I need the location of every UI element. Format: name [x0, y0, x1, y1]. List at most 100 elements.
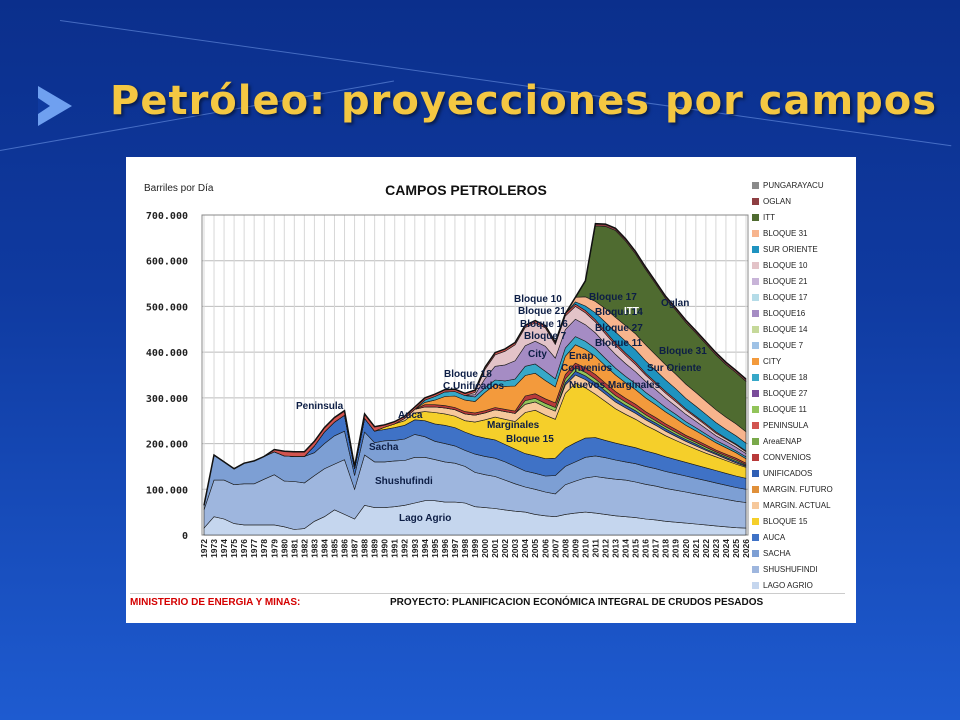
legend-label: CITY: [763, 356, 782, 366]
x-tick-label: 2009: [570, 539, 580, 558]
chart-title: CAMPOS PETROLEROS: [385, 182, 547, 198]
legend-label: BLOQUE16: [763, 308, 806, 318]
x-tick-label: 2010: [580, 539, 590, 558]
legend-label: ITT: [763, 212, 775, 222]
bullet-arrow-icon: [38, 86, 72, 126]
y-tick-label: 200.000: [146, 440, 188, 451]
legend-label: MARGIN. FUTURO: [763, 484, 833, 494]
annotation-label: Bloque 27: [595, 323, 643, 334]
legend: PUNGARAYACU OGLAN ITT BLOQUE 31 SUR ORIENTE B…: [752, 177, 856, 593]
x-tick-label: 2017: [651, 539, 661, 558]
x-tick-label: 2019: [671, 539, 681, 558]
annotation-label: Sacha: [369, 442, 399, 453]
legend-label: UNIFICADOS: [763, 468, 813, 478]
legend-swatch: [752, 485, 759, 493]
legend-item: AreaENAP: [752, 433, 856, 449]
legend-swatch: [752, 245, 759, 253]
annotation-label: Enap: [569, 351, 593, 362]
footer-divider: [130, 593, 845, 594]
x-tick-label: 1987: [350, 539, 360, 558]
legend-label: SHUSHUFINDI: [763, 564, 818, 574]
legend-item: PUNGARAYACU: [752, 177, 856, 193]
x-tick-label: 1992: [400, 539, 410, 558]
annotation-label: City: [528, 349, 547, 360]
x-tick-label: 1975: [229, 539, 239, 558]
x-tick-label: 1978: [259, 539, 269, 558]
legend-swatch: [752, 293, 759, 301]
x-tick-label: 1994: [420, 539, 430, 558]
legend-item: CONVENIOS: [752, 449, 856, 465]
legend-label: BLOQUE 7: [763, 340, 804, 350]
legend-item: BLOQUE 11: [752, 401, 856, 417]
legend-swatch: [752, 197, 759, 205]
legend-swatch: [752, 533, 759, 541]
legend-item: MARGIN. FUTURO: [752, 481, 856, 497]
x-tick-label: 1995: [430, 539, 440, 558]
annotation-label: Bloque 16: [520, 319, 568, 330]
legend-item: BLOQUE 14: [752, 321, 856, 337]
x-tick-label: 1985: [329, 539, 339, 558]
total-line: [203, 222, 747, 506]
legend-label: MARGIN. ACTUAL: [763, 500, 831, 510]
legend-item: BLOQUE 7: [752, 337, 856, 353]
x-tick-label: 2013: [611, 539, 621, 558]
x-tick-label: 2005: [530, 539, 540, 558]
x-tick-label: 2015: [631, 539, 641, 558]
x-tick-label: 2023: [711, 539, 721, 558]
y-tick-label: 500.000: [146, 302, 188, 313]
x-tick-label: 2012: [600, 539, 610, 558]
legend-label: PENINSULA: [763, 420, 809, 430]
legend-swatch: [752, 277, 759, 285]
legend-swatch: [752, 373, 759, 381]
x-tick-label: 1972: [199, 539, 209, 558]
legend-swatch: [752, 565, 759, 573]
x-tick-label: 1983: [309, 539, 319, 558]
legend-item: BLOQUE 18: [752, 369, 856, 385]
legend-label: CONVENIOS: [763, 452, 812, 462]
x-tick-label: 2007: [550, 539, 560, 558]
annotation-label: Bloque 10: [514, 294, 562, 305]
legend-item: BLOQUE 17: [752, 289, 856, 305]
legend-swatch: [752, 181, 759, 189]
annotation-label: ITT: [624, 306, 639, 317]
x-tick-label: 1988: [360, 539, 370, 558]
x-tick-label: 1984: [319, 539, 329, 558]
annotation-label: Shushufindi: [375, 476, 433, 487]
x-tick-label: 2020: [681, 539, 691, 558]
x-tick-label: 1999: [470, 539, 480, 558]
x-tick-label: 2026: [741, 539, 751, 558]
x-tick-label: 1981: [289, 539, 299, 558]
legend-label: SUR ORIENTE: [763, 244, 818, 254]
legend-swatch: [752, 341, 759, 349]
y-tick-label: 300.000: [146, 394, 188, 405]
legend-item: SHUSHUFINDI: [752, 561, 856, 577]
x-tick-label: 1980: [279, 539, 289, 558]
legend-item: BLOQUE 21: [752, 273, 856, 289]
slide-title: Petróleo: proyecciones por campos: [110, 78, 938, 124]
legend-item: BLOQUE16: [752, 305, 856, 321]
legend-swatch: [752, 469, 759, 477]
annotation-label: Oglan: [661, 298, 689, 309]
legend-label: BLOQUE 11: [763, 404, 807, 414]
x-tick-label: 2003: [510, 539, 520, 558]
legend-item: MARGIN. ACTUAL: [752, 497, 856, 513]
annotation-label: Bloque 18: [444, 369, 492, 380]
annotation-label: Bloque 11: [595, 338, 643, 349]
annotation-label: Sur Oriente: [647, 363, 702, 374]
legend-label: BLOQUE 14: [763, 324, 808, 334]
legend-label: BLOQUE 17: [763, 292, 808, 302]
legend-item: UNIFICADOS: [752, 465, 856, 481]
legend-label: SACHA: [763, 548, 791, 558]
legend-swatch: [752, 581, 759, 589]
x-tick-label: 2016: [641, 539, 651, 558]
legend-item: PENINSULA: [752, 417, 856, 433]
x-tick-label: 2002: [500, 539, 510, 558]
project-label: PROYECTO: PLANIFICACION ECONÓMICA INTEGR…: [390, 597, 764, 608]
x-tick-label: 1974: [219, 539, 229, 558]
annotation-label: Auca: [398, 410, 423, 421]
area-annotations: Lago Agrio Shushufindi Sacha Auca Peninsula B…: [296, 292, 707, 524]
x-tick-label: 1997: [450, 539, 460, 558]
annotation-label: Lago Agrio: [399, 513, 451, 524]
annotation-label: Bloque 15: [506, 434, 554, 445]
x-tick-labels: 1972 1973 1974 1975 1976 1977 1978 1979 1980 1981…: [199, 539, 751, 558]
